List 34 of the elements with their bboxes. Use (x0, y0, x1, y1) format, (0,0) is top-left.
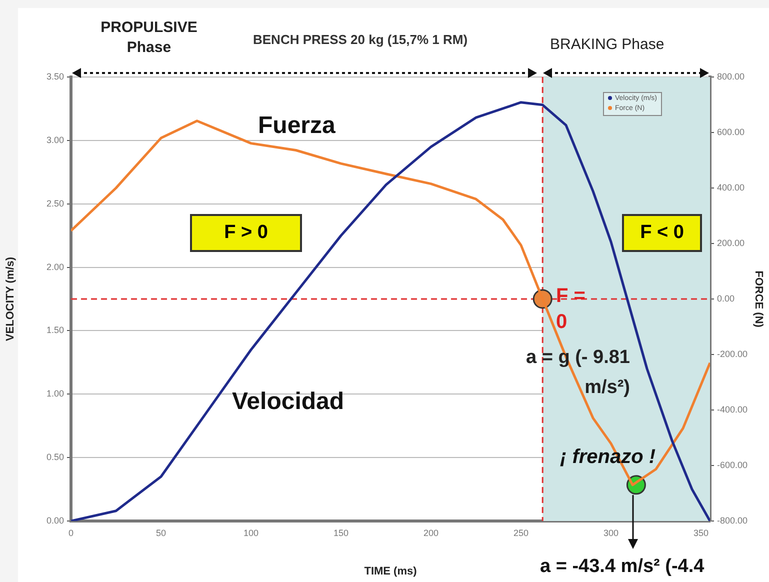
annotation: Velocidad (232, 388, 344, 416)
x-tick-label: 100 (243, 528, 259, 538)
y-tick-label: 0.00 (46, 515, 64, 526)
x-tick-label: 300 (603, 528, 619, 538)
x-tick-label: 250 (513, 528, 529, 538)
x-axis-title: TIME (ms) (364, 565, 418, 578)
y2-axis-title: FORCE (N) (752, 270, 764, 328)
y2-tick-label: 600.00 (717, 126, 745, 137)
y2-tick-label: 800.00 (717, 71, 745, 82)
y-tick-label: 0.50 (46, 452, 64, 462)
x-tick-label: 200 (423, 528, 439, 538)
y-tick-label: 3.00 (46, 134, 64, 145)
y2-tick-label: -200.00 (717, 348, 748, 359)
y2-tick-label: -400.00 (717, 404, 748, 414)
y-tick-label: 2.00 (46, 262, 64, 272)
annotation: Fuerza (258, 112, 336, 140)
x-tick-label: 350 (693, 528, 709, 538)
y-tick-label: 1.50 (46, 325, 64, 336)
y-tick-label: 3.50 (46, 71, 64, 82)
y2-tick-label: -600.00 (717, 460, 748, 470)
y-tick-label: 1.00 (46, 388, 64, 399)
text: BRAKING Phase (550, 36, 664, 53)
x-tick-label: 50 (156, 528, 166, 538)
text: PROPULSIVE Phase (100, 18, 198, 58)
y-tick-label: 2.50 (46, 198, 64, 208)
y2-tick-label: 0.00 (717, 293, 735, 304)
x-tick-label: 0 (68, 528, 74, 538)
y2-tick-label: -800.00 (717, 515, 748, 526)
x-tick-label: 150 (333, 528, 349, 538)
y2-tick-label: 400.00 (717, 182, 745, 192)
y2-tick-label: 200.00 (717, 238, 745, 248)
text: a = -43.4 m/s² (-4.4 (540, 556, 704, 578)
chart-title: BENCH PRESS 20 kg (15,7% 1 RM) (253, 32, 468, 47)
y-axis-title: VELOCITY (m/s) (4, 256, 17, 342)
